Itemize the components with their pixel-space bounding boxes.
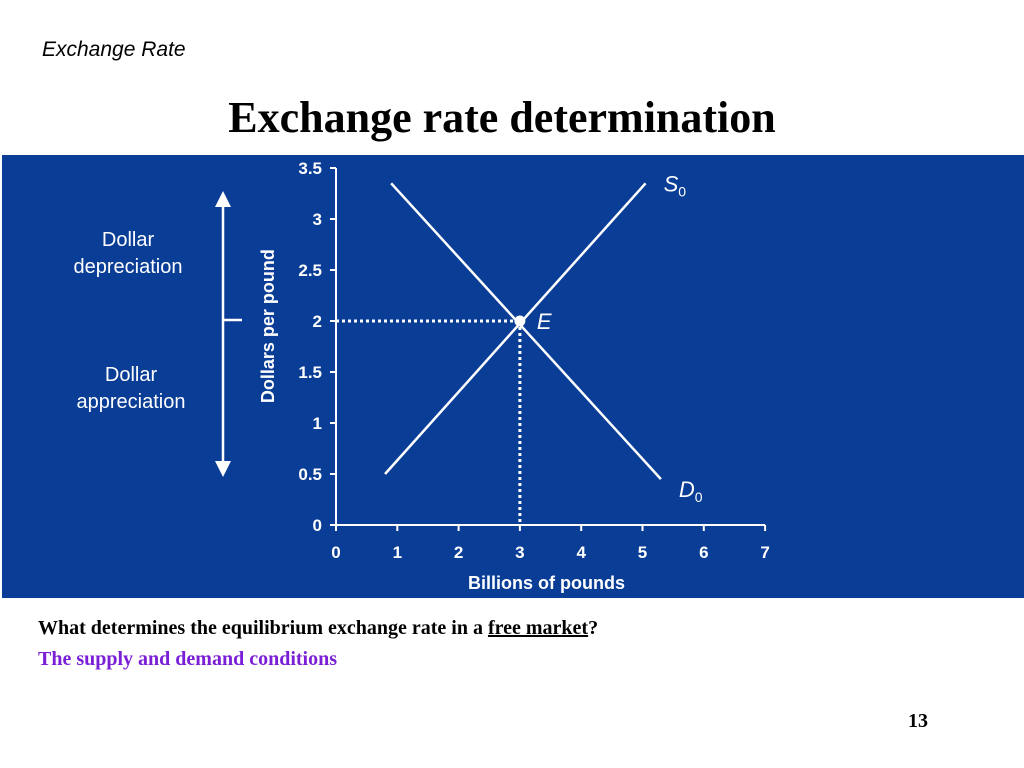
depreciation-label-line2: depreciation	[74, 256, 183, 278]
x-tick-label: 4	[576, 543, 586, 562]
arrow-up-head	[215, 191, 231, 207]
chart-panel: 0 1 2 3 4 5 6 7 0 0.5 1 1.5 2 2.5 3 3.5 Billions of poun…	[2, 155, 1024, 598]
curve-label-subscript: 0	[695, 489, 703, 505]
supply-curve	[384, 182, 647, 475]
x-tick-label: 0	[331, 543, 340, 562]
supply-label: S0	[664, 171, 687, 199]
y-tick-label: 1.5	[298, 363, 322, 382]
equilibrium-point	[514, 315, 526, 327]
y-tick-label: 0	[313, 516, 322, 535]
section-header: Exchange Rate	[42, 38, 186, 61]
x-tick-label: 3	[515, 543, 524, 562]
y-tick-label: 3	[313, 210, 322, 229]
page-number: 13	[908, 710, 928, 732]
demand-curve	[390, 182, 662, 480]
appreciation-label-line2: appreciation	[77, 391, 186, 413]
x-tick-label: 1	[393, 543, 402, 562]
y-axis-label: Dollars per pound	[258, 249, 278, 403]
y-tick-label: 1	[313, 414, 322, 433]
x-tick-label: 2	[454, 543, 463, 562]
equilibrium-label: E	[537, 309, 552, 334]
slide-title: Exchange rate determination	[228, 93, 776, 142]
arrow-down-head	[215, 461, 231, 477]
y-tick-label: 2.5	[298, 261, 322, 280]
y-tick-label: 2	[313, 312, 322, 331]
curve-label-subscript: 0	[678, 183, 686, 199]
x-tick-label: 7	[760, 543, 769, 562]
depreciation-label-line1: Dollar	[102, 229, 155, 251]
y-tick-label: 0.5	[298, 465, 322, 484]
demand-label: D0	[679, 477, 703, 505]
x-tick-label: 5	[638, 543, 647, 562]
y-tick-label: 3.5	[298, 159, 322, 178]
appreciation-label-line1: Dollar	[105, 364, 158, 386]
question-suffix: ?	[588, 617, 599, 639]
free-market-link[interactable]: free market	[487, 617, 589, 639]
answer-text: The supply and demand conditions	[38, 648, 338, 670]
question-prefix: What determines the equilibrium exchange…	[38, 617, 488, 639]
exchange-rate-chart: 0 1 2 3 4 5 6 7 0 0.5 1 1.5 2 2.5 3 3.5 Billions of poun…	[74, 159, 770, 593]
x-axis-label: Billions of pounds	[468, 573, 625, 593]
x-tick-label: 6	[699, 543, 708, 562]
question-text: What determines the equilibrium exchange…	[38, 617, 598, 640]
